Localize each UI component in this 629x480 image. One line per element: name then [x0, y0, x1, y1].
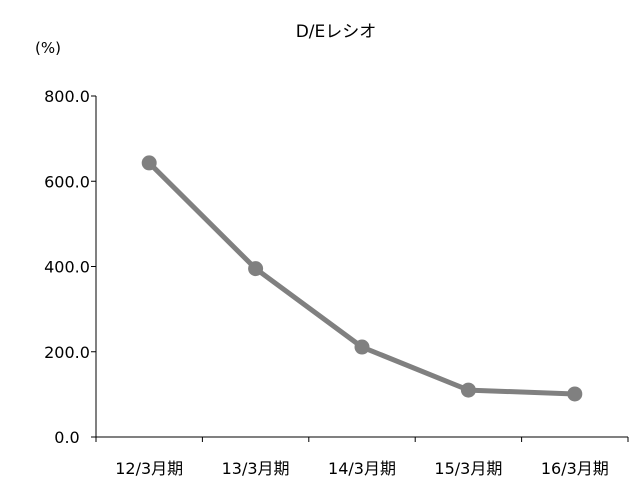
series-group [141, 155, 583, 402]
data-point [567, 386, 583, 402]
x-tick-label: 15/3月期 [434, 459, 502, 478]
y-tick-label: 0.0 [54, 428, 79, 447]
y-tick-label: 800.0 [44, 87, 90, 106]
data-point [248, 261, 264, 277]
x-tick-label: 13/3月期 [222, 459, 290, 478]
data-point [354, 339, 370, 355]
x-axis-ticks: 12/3月期 13/3月期 14/3月期 15/3月期 16/3月期 [95, 437, 629, 478]
y-unit-label: (%) [35, 39, 61, 57]
series-line [146, 160, 578, 397]
y-tick-label: 200.0 [44, 343, 90, 362]
x-tick-label: 16/3月期 [541, 459, 609, 478]
x-tick-label: 12/3月期 [115, 459, 183, 478]
y-tick-label: 600.0 [44, 172, 90, 191]
data-point [460, 382, 476, 398]
y-tick-label: 400.0 [44, 258, 90, 277]
data-point [141, 155, 157, 171]
x-tick-label: 14/3月期 [328, 459, 396, 478]
axes [95, 96, 628, 438]
chart-title: D/Eレシオ [296, 22, 377, 42]
y-axis-ticks: 0.0 200.0 400.0 600.0 800.0 [44, 87, 96, 447]
